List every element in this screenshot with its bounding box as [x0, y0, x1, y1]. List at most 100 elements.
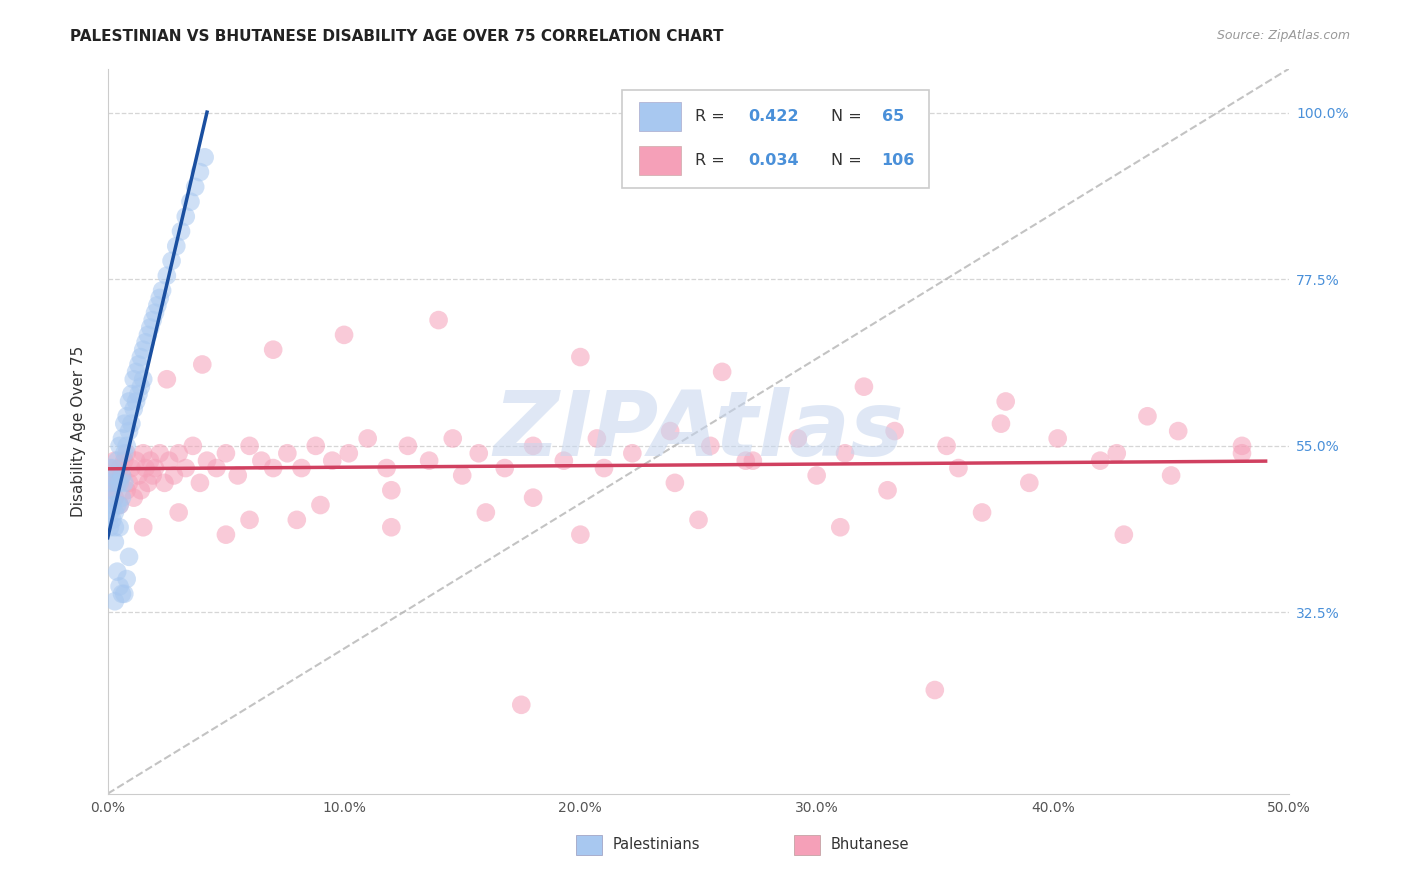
Point	[1160, 468, 1182, 483]
Bar	[640, 146, 681, 175]
Point	[1230, 439, 1253, 453]
Point	[205, 461, 228, 475]
Point	[101, 498, 124, 512]
Point	[136, 327, 159, 342]
Point	[290, 461, 312, 475]
Point	[98, 506, 121, 520]
Point	[569, 527, 592, 541]
Point	[104, 506, 127, 520]
Point	[139, 453, 162, 467]
Point	[120, 417, 142, 431]
Point	[1112, 527, 1135, 541]
Point	[522, 439, 544, 453]
Point	[105, 453, 128, 467]
Point	[135, 461, 157, 475]
Point	[226, 468, 249, 483]
Point	[250, 453, 273, 467]
Text: PALESTINIAN VS BHUTANESE DISABILITY AGE OVER 75 CORRELATION CHART: PALESTINIAN VS BHUTANESE DISABILITY AGE …	[70, 29, 724, 44]
Point	[127, 468, 149, 483]
Point	[1046, 432, 1069, 446]
Point	[105, 498, 128, 512]
Point	[104, 453, 127, 467]
Point	[112, 475, 135, 490]
Point	[238, 439, 260, 453]
Point	[111, 587, 134, 601]
Point	[118, 549, 141, 564]
Point	[262, 343, 284, 357]
Point	[179, 194, 201, 209]
Point	[276, 446, 298, 460]
Point	[357, 432, 380, 446]
Point	[104, 535, 127, 549]
Text: R =: R =	[695, 153, 724, 169]
Point	[115, 446, 138, 460]
Point	[112, 587, 135, 601]
Point	[132, 446, 155, 460]
Point	[115, 409, 138, 424]
Point	[238, 513, 260, 527]
Point	[120, 461, 142, 475]
Point	[112, 453, 135, 467]
Point	[129, 350, 152, 364]
Y-axis label: Disability Age Over 75: Disability Age Over 75	[72, 345, 86, 516]
Point	[569, 350, 592, 364]
Point	[664, 475, 686, 490]
Point	[127, 358, 149, 372]
Point	[418, 453, 440, 467]
Point	[285, 513, 308, 527]
Point	[1018, 475, 1040, 490]
Point	[108, 461, 131, 475]
Point	[120, 387, 142, 401]
Point	[427, 313, 450, 327]
Point	[101, 483, 124, 498]
Text: R =: R =	[695, 109, 724, 124]
Point	[380, 483, 402, 498]
Point	[494, 461, 516, 475]
Point	[990, 417, 1012, 431]
Point	[108, 475, 131, 490]
Point	[174, 461, 197, 475]
Point	[184, 180, 207, 194]
Point	[104, 468, 127, 483]
Point	[935, 439, 957, 453]
Point	[108, 579, 131, 593]
Point	[215, 527, 238, 541]
Point	[101, 468, 124, 483]
Point	[380, 520, 402, 534]
Point	[468, 446, 491, 460]
Text: N =: N =	[831, 109, 862, 124]
Point	[167, 506, 190, 520]
Point	[142, 313, 165, 327]
Point	[309, 498, 332, 512]
Point	[1167, 424, 1189, 438]
Point	[115, 572, 138, 586]
Point	[98, 475, 121, 490]
Point	[122, 372, 145, 386]
Point	[111, 432, 134, 446]
Point	[522, 491, 544, 505]
Point	[111, 468, 134, 483]
Point	[157, 453, 180, 467]
Point	[129, 483, 152, 498]
Point	[441, 432, 464, 446]
Text: 0.422: 0.422	[748, 109, 799, 124]
Point	[136, 475, 159, 490]
Point	[305, 439, 328, 453]
Point	[688, 513, 710, 527]
Point	[127, 387, 149, 401]
Point	[115, 439, 138, 453]
Text: Palestinians: Palestinians	[613, 838, 700, 852]
Point	[852, 379, 875, 393]
Point	[149, 446, 172, 460]
Point	[167, 446, 190, 460]
Point	[118, 424, 141, 438]
Point	[163, 468, 186, 483]
Point	[122, 401, 145, 416]
Point	[806, 468, 828, 483]
Point	[125, 453, 148, 467]
Point	[105, 475, 128, 490]
Point	[1136, 409, 1159, 424]
Text: Source: ZipAtlas.com: Source: ZipAtlas.com	[1216, 29, 1350, 42]
Point	[108, 498, 131, 512]
Point	[321, 453, 343, 467]
